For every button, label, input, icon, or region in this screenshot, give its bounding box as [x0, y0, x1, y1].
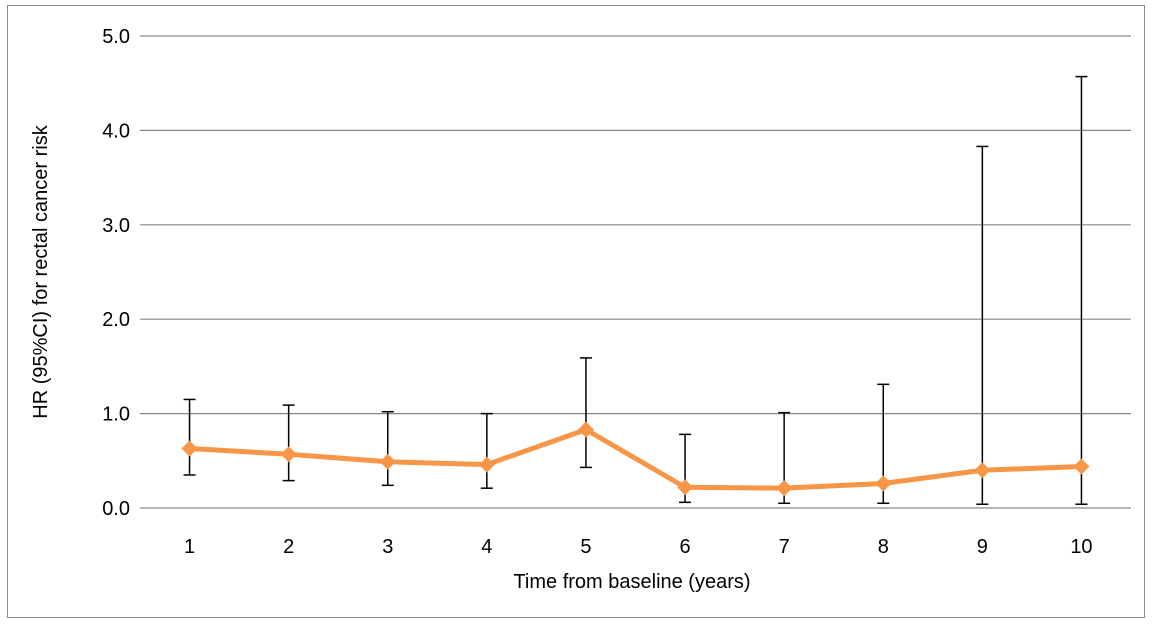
x-tick-label: 5 — [580, 536, 591, 558]
data-point — [379, 453, 396, 470]
data-markers — [181, 421, 1090, 497]
x-tick-label: 1 — [184, 536, 195, 558]
x-tick-label: 6 — [679, 536, 690, 558]
error-bar — [183, 398, 196, 476]
y-tick-label: 2.0 — [102, 309, 130, 331]
data-point — [677, 479, 694, 496]
x-tick-label: 8 — [878, 536, 889, 558]
error-bar — [381, 410, 394, 487]
error-bar — [282, 404, 295, 482]
data-point — [776, 480, 793, 497]
data-point — [181, 440, 198, 457]
gridlines — [140, 35, 1131, 509]
y-tick-label: 4.0 — [102, 120, 130, 142]
x-tick-label: 7 — [779, 536, 790, 558]
data-point — [1073, 458, 1090, 475]
y-axis-title: HR (95%CI) for rectal cancer risk — [30, 124, 52, 418]
data-point — [974, 462, 991, 479]
error-bar — [976, 145, 989, 505]
y-tick-label: 5.0 — [102, 26, 130, 48]
x-tick-label: 9 — [977, 536, 988, 558]
y-tick-labels: 0.0 1.0 2.0 3.0 4.0 5.0 — [102, 26, 130, 520]
data-point — [875, 475, 892, 492]
error-bar — [480, 412, 493, 489]
x-tick-label: 3 — [382, 536, 393, 558]
data-point — [280, 446, 297, 463]
chart-frame — [7, 5, 1145, 618]
y-tick-label: 3.0 — [102, 215, 130, 237]
data-point — [577, 421, 594, 438]
error-bar — [579, 357, 592, 469]
x-axis-title: Time from baseline (years) — [513, 571, 750, 593]
x-tick-labels: 1 2 3 4 5 6 7 8 9 10 — [184, 536, 1093, 558]
x-tick-label: 4 — [481, 536, 492, 558]
series-line — [187, 427, 1084, 491]
error-bars — [183, 75, 1088, 505]
series-line-group — [187, 427, 1084, 491]
data-point — [478, 456, 495, 473]
x-tick-label: 2 — [283, 536, 294, 558]
y-tick-label: 1.0 — [102, 404, 130, 426]
error-bar — [1075, 75, 1088, 505]
y-tick-label: 0.0 — [102, 498, 130, 520]
x-tick-label: 10 — [1070, 536, 1092, 558]
